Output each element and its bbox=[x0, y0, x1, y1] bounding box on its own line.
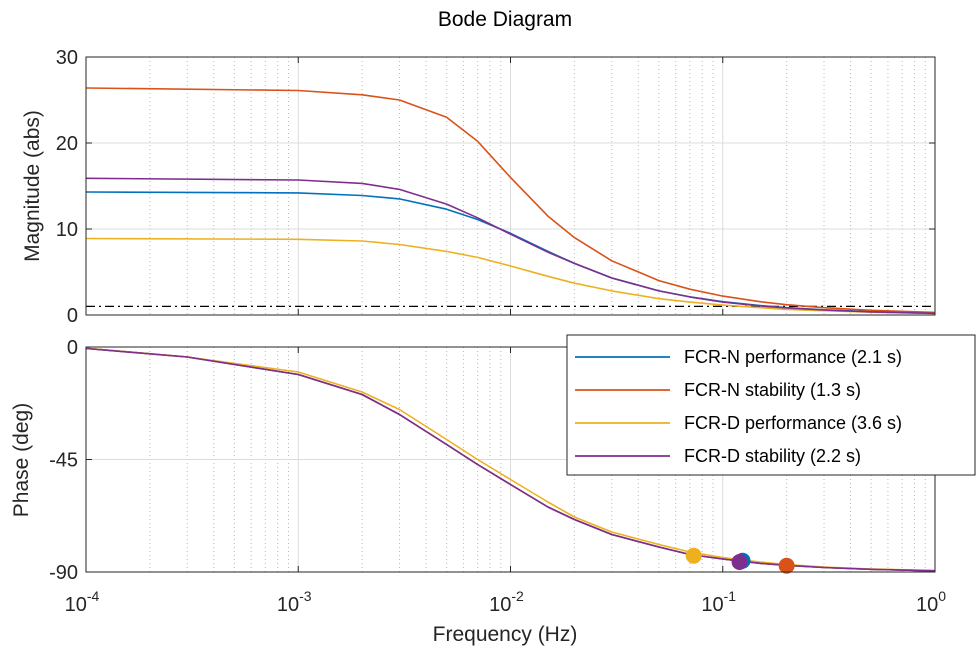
marker-fcrd_perf bbox=[685, 547, 702, 564]
magnitude-series bbox=[85, 87, 936, 315]
legend: FCR-N performance (2.1 s) FCR-N stability… bbox=[566, 334, 976, 476]
legend-label-fcrn_perf: FCR-N performance (2.1 s) bbox=[684, 347, 902, 367]
marker-fcrd_stab bbox=[731, 554, 748, 570]
chart-title: Bode Diagram bbox=[438, 8, 572, 31]
magnitude-grid bbox=[86, 57, 935, 315]
series-line-fcrd_stab bbox=[85, 177, 936, 315]
legend-label-fcrd_stab: FCR-D stability (2.2 s) bbox=[684, 446, 861, 466]
legend-label-fcrn_stab: FCR-N stability (1.3 s) bbox=[684, 380, 861, 400]
y-tick-label: -45 bbox=[49, 450, 78, 472]
phase-markers bbox=[685, 547, 795, 574]
marker-fcrn_stab bbox=[778, 557, 795, 574]
x-axis-label: Frequency (Hz) bbox=[433, 623, 578, 646]
legend-box bbox=[566, 334, 976, 476]
magnitude-y-label: Magnitude (abs) bbox=[21, 110, 44, 262]
y-tick-label: 0 bbox=[67, 337, 78, 359]
x-tick-label: 10-1 bbox=[701, 588, 736, 616]
legend-label-fcrd_perf: FCR-D performance (3.6 s) bbox=[684, 413, 902, 433]
y-tick-label: -90 bbox=[49, 562, 78, 584]
x-tick-label: 10-4 bbox=[65, 588, 100, 616]
y-tick-label: 30 bbox=[56, 47, 78, 69]
magnitude-panel: 0 10 20 30 Magnitude (abs) bbox=[21, 47, 936, 327]
x-tick-label: 100 bbox=[916, 588, 946, 616]
magnitude-y-ticks: 0 10 20 30 bbox=[56, 47, 935, 327]
phase-y-ticks: 0 -45 -90 bbox=[49, 337, 935, 584]
phase-y-label: Phase (deg) bbox=[10, 403, 33, 517]
x-tick-label: 10-2 bbox=[489, 588, 524, 616]
x-tick-labels: 10-4 10-3 10-2 10-1 100 bbox=[65, 57, 946, 616]
y-tick-label: 10 bbox=[56, 219, 78, 241]
x-tick-label: 10-3 bbox=[277, 588, 312, 616]
series-line-fcrn_stab bbox=[85, 87, 936, 314]
series-line-fcrd_perf bbox=[85, 237, 936, 315]
y-tick-label: 20 bbox=[56, 133, 78, 155]
y-tick-label: 0 bbox=[67, 305, 78, 327]
